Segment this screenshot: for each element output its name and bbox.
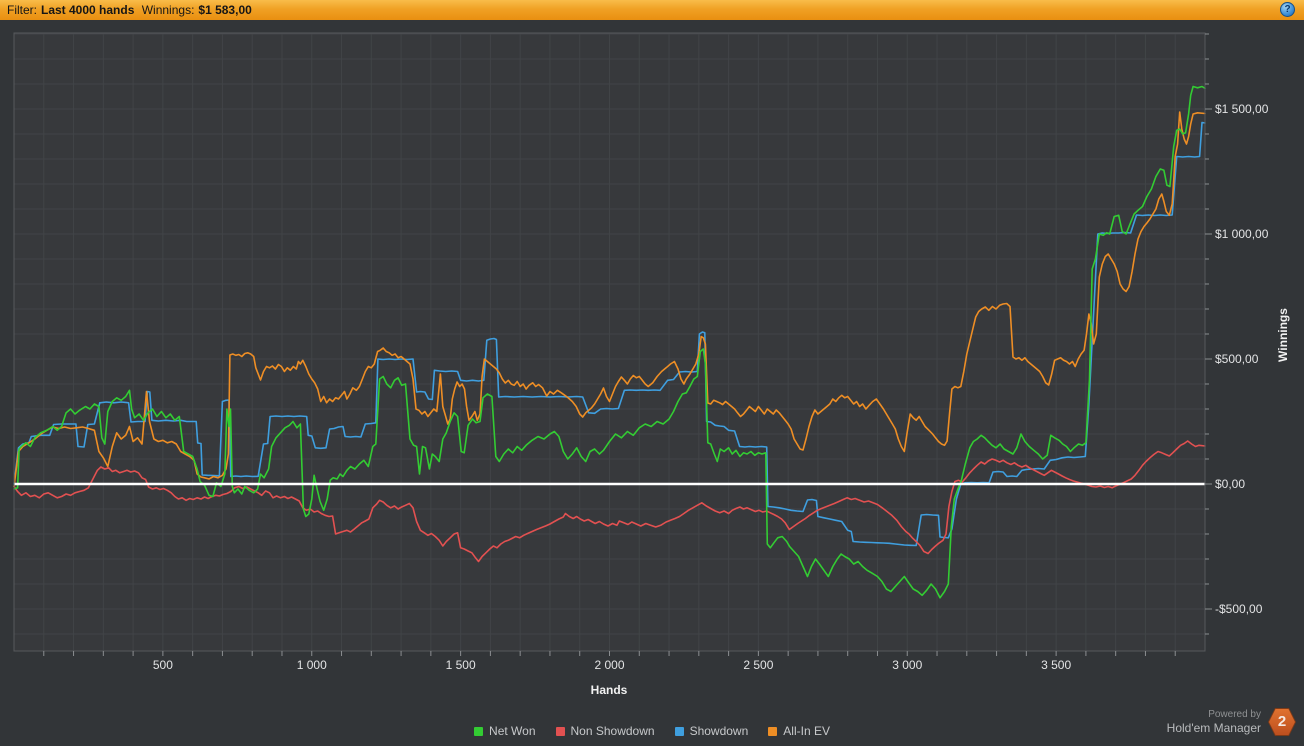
x-tick-label: 1 500 xyxy=(445,658,476,672)
legend-swatch xyxy=(674,726,684,736)
branding: Powered by Hold'em Manager 2 xyxy=(1167,708,1296,736)
legend: Net Won Non Showdown Showdown All-In EV xyxy=(0,724,1304,738)
legend-item-all-in-ev: All-In EV xyxy=(768,724,830,738)
filter-label: Filter: xyxy=(7,3,37,17)
legend-label: Non Showdown xyxy=(570,724,655,738)
y-tick-label: $500,00 xyxy=(1215,352,1259,366)
y-tick-label: $0,00 xyxy=(1215,477,1246,491)
x-tick-label: 2 500 xyxy=(743,658,774,672)
help-icon[interactable]: ? xyxy=(1280,2,1295,17)
legend-label: Showdown xyxy=(689,724,749,738)
y-tick-label: $1 000,00 xyxy=(1215,227,1269,241)
legend-swatch xyxy=(474,726,484,736)
legend-item-showdown: Showdown xyxy=(674,724,749,738)
x-tick-label: 500 xyxy=(152,658,173,672)
legend-label: Net Won xyxy=(489,724,536,738)
winnings-label: Winnings: xyxy=(141,3,195,17)
legend-item-non-showdown: Non Showdown xyxy=(555,724,655,738)
y-tick-label: $1 500,00 xyxy=(1215,102,1269,116)
y-tick-label: -$500,00 xyxy=(1215,602,1263,616)
brand-name: Hold'em Manager xyxy=(1166,721,1261,735)
x-tick-label: 1 000 xyxy=(296,658,327,672)
y-axis-title: Winnings xyxy=(1276,308,1290,362)
winnings-graph-panel: 500 1 000 1 500 2 000 2 500 3 000 3 500 -$500,… xyxy=(0,20,1304,746)
series-non-showdown xyxy=(13,440,1206,563)
x-tick-label: 3 000 xyxy=(892,658,923,672)
x-axis-title: Hands xyxy=(590,683,628,697)
legend-label: All-In EV xyxy=(783,724,830,738)
series-net-won xyxy=(13,85,1206,599)
winnings-value: $1 583,00 xyxy=(198,3,252,17)
x-tick-label: 2 000 xyxy=(594,658,625,672)
series-all-in-ev xyxy=(13,111,1206,488)
powered-by-label: Powered by xyxy=(1208,709,1261,720)
filter-bar: Filter: Last 4000 hands Winnings: $1 583,0… xyxy=(0,0,1304,20)
winnings-chart xyxy=(13,32,1212,656)
hm2-logo-number: 2 xyxy=(1269,709,1295,735)
filter-value: Last 4000 hands xyxy=(41,3,135,17)
legend-swatch xyxy=(555,726,565,736)
legend-swatch xyxy=(768,726,778,736)
legend-item-net-won: Net Won xyxy=(474,724,536,738)
series-showdown xyxy=(13,121,1206,547)
x-tick-label: 3 500 xyxy=(1041,658,1072,672)
hm2-logo-icon: 2 xyxy=(1268,708,1296,736)
